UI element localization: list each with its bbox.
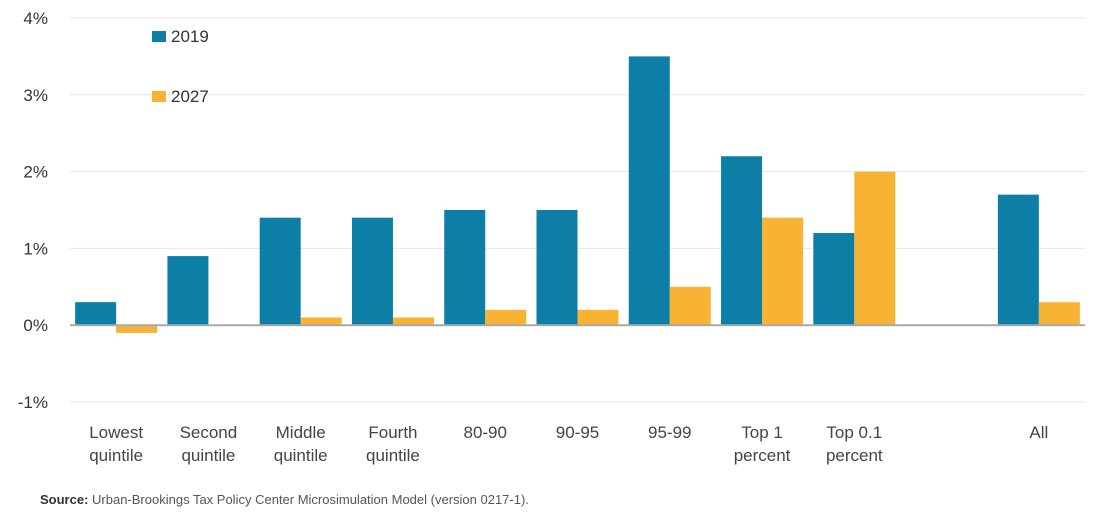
bar-2019 <box>721 156 763 326</box>
x-tick-label: 80-90 <box>463 423 506 442</box>
x-tick-label: Top 1 <box>741 423 783 442</box>
bar-2027 <box>1038 302 1080 326</box>
y-tick-label: 2% <box>23 163 48 182</box>
y-tick-label: 3% <box>23 86 48 105</box>
x-tick-label: 95-99 <box>648 423 691 442</box>
x-tick-label: 90-95 <box>556 423 599 442</box>
bar-2027 <box>577 309 619 326</box>
bar-2019 <box>444 210 486 326</box>
x-tick-label: Fourth <box>368 423 417 442</box>
x-tick-label: quintile <box>366 446 420 465</box>
bar-2019 <box>75 302 117 326</box>
bar-2019 <box>813 233 855 326</box>
bar-2019 <box>259 217 301 326</box>
y-tick-label: -1% <box>18 393 48 412</box>
x-tick-label: percent <box>826 446 883 465</box>
x-tick-label: Second <box>180 423 238 442</box>
bar-2027 <box>392 317 434 326</box>
x-tick-label: quintile <box>89 446 143 465</box>
x-tick-label: quintile <box>274 446 328 465</box>
source-text: Urban-Brookings Tax Policy Center Micros… <box>88 492 529 507</box>
bar-2019 <box>167 256 209 326</box>
legend-swatch-2019 <box>152 31 166 42</box>
bar-2027 <box>854 171 896 326</box>
bar-2019 <box>997 194 1039 326</box>
x-tick-label: Middle <box>276 423 326 442</box>
source-note: Source: Urban-Brookings Tax Policy Cente… <box>40 492 529 507</box>
bar-2027 <box>300 317 342 326</box>
source-label: Source: <box>40 492 89 507</box>
x-tick-label: quintile <box>181 446 235 465</box>
legend-swatch-2027 <box>152 91 166 102</box>
y-tick-label: 1% <box>23 239 48 258</box>
bar-2019 <box>628 56 670 326</box>
bar-2019 <box>536 210 578 326</box>
y-tick-label: 4% <box>23 9 48 28</box>
legend-label-2019: 2019 <box>171 27 209 46</box>
x-tick-label: percent <box>734 446 791 465</box>
bar-2019 <box>351 217 393 326</box>
x-tick-label: All <box>1029 423 1048 442</box>
bar-2027 <box>669 286 711 326</box>
y-tick-label: 0% <box>23 316 48 335</box>
bar-2027 <box>116 325 158 333</box>
legend-label-2027: 2027 <box>171 87 209 106</box>
x-tick-label: Lowest <box>89 423 143 442</box>
chart-svg: -1% 0% 1% 2% 3% 4% Lowest quintile Second quintil… <box>18 9 1085 465</box>
x-tick-label: Top 0.1 <box>826 423 882 442</box>
bar-2027 <box>762 217 804 326</box>
bar-2027 <box>485 309 527 326</box>
